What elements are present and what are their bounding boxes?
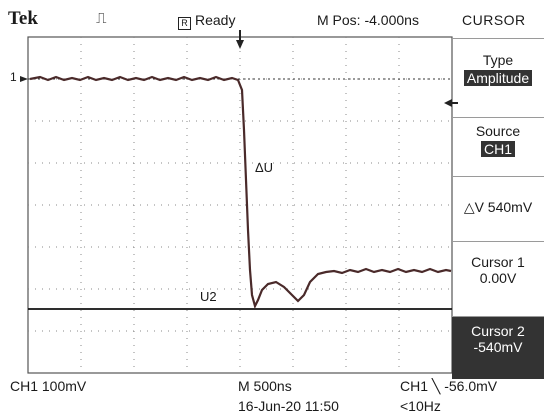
source-label: Source — [475, 123, 521, 139]
trigger-position-icon — [236, 40, 244, 49]
delta-value: △V 540mV — [463, 199, 533, 215]
menu-source[interactable]: Source CH1 — [452, 117, 544, 189]
cursor-2-menu-label: Cursor 2 — [471, 323, 525, 339]
ch1-level-label: 1 — [10, 70, 17, 84]
cursor-1-value: 0.00V — [479, 270, 517, 286]
status-text: Ready — [195, 12, 236, 28]
trigger-readout: CH1 ╲ -56.0mV — [400, 378, 498, 394]
menu-title: CURSOR — [462, 12, 526, 28]
menu-type[interactable]: Type Amplitude — [452, 38, 544, 118]
ch1-scale: CH1 100mV — [10, 378, 87, 394]
delta-readout: △V 540mV — [452, 176, 544, 254]
trigger-level-icon — [444, 99, 452, 107]
cursor-1-label: Cursor 1 — [471, 254, 525, 270]
trigger-frequency: <10Hz — [400, 398, 441, 414]
brand-logo: Tek — [8, 8, 38, 29]
acquisition-status: R Ready — [178, 12, 235, 30]
horizontal-position: M Pos: -4.000ns — [317, 12, 419, 28]
cursor-2-value: -540mV — [473, 339, 523, 355]
source-value: CH1 — [480, 141, 515, 157]
ch1-marker-icon — [20, 76, 28, 82]
run-stop-box-icon: R — [178, 17, 191, 30]
cursor-2-label: U2 — [200, 289, 217, 304]
type-value: Amplitude — [463, 70, 533, 86]
pulse-trigger-icon: ⎍ — [96, 10, 107, 27]
menu-cursor-2[interactable]: Cursor 2 -540mV — [452, 316, 544, 379]
datetime: 16-Jun-20 11:50 — [238, 398, 339, 414]
type-label: Type — [482, 52, 514, 68]
timebase: M 500ns — [238, 378, 292, 394]
delta-label: ΔU — [255, 160, 274, 175]
menu-cursor-1[interactable]: Cursor 1 0.00V — [452, 241, 544, 318]
ch1-waveform — [29, 75, 452, 310]
